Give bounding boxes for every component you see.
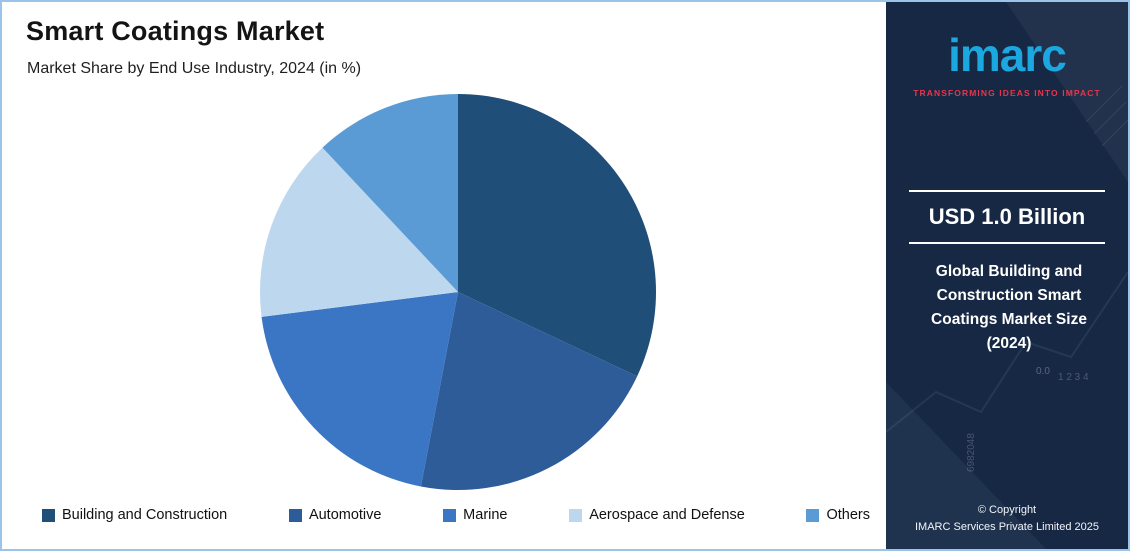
legend-label: Aerospace and Defense xyxy=(589,507,745,523)
market-size-caption: Global Building and Construction Smart C… xyxy=(931,263,1087,353)
legend-swatch xyxy=(288,508,302,522)
page-subtitle: Market Share by End Use Industry, 2024 (… xyxy=(27,60,362,77)
divider-line-bottom xyxy=(909,242,1105,244)
pie-slice-others xyxy=(322,94,458,292)
copyright-line1: © Copyright xyxy=(977,504,1037,516)
copyright-line2: IMARC Services Private Limited 2025 xyxy=(914,520,1099,533)
pie-chart-svg xyxy=(259,94,657,490)
copyright-notice: © Copyright IMARC Services Private Limit… xyxy=(886,502,1128,535)
legend-swatch xyxy=(42,508,55,522)
legend-label: Building and Construction xyxy=(62,507,228,523)
pie-slice-automotive xyxy=(420,292,638,490)
imarc-logo: imarc xyxy=(948,29,1067,81)
brand-sidebar: 0.0 1 2 3 4 6982048 imarc TRANSFORMING I… xyxy=(886,2,1128,549)
legend-swatch xyxy=(569,508,583,522)
legend-swatch xyxy=(806,508,820,522)
legend-item-others: Others xyxy=(806,507,870,523)
imarc-logo-text: imarc xyxy=(948,29,1067,81)
legend-label: Automotive xyxy=(308,507,382,523)
legend-label: Marine xyxy=(463,507,508,523)
legend-swatch xyxy=(443,508,457,522)
pie-slice-aerospace-and-defense xyxy=(259,147,458,317)
legend-label: Others xyxy=(826,507,870,523)
pie-chart xyxy=(258,92,658,492)
pie-slice-building-and-construction xyxy=(458,94,657,377)
legend-item-automotive: Automotive xyxy=(288,507,382,523)
page-title: Smart Coatings Market xyxy=(26,16,325,46)
legend-item-aerospace-and-defense: Aerospace and Defense xyxy=(569,507,745,523)
divider-line-top xyxy=(909,190,1105,192)
pie-slice-marine xyxy=(261,292,458,487)
legend: Building and Construction Automotive Marin… xyxy=(42,507,870,523)
legend-item-building-and-construction: Building and Construction xyxy=(42,507,227,523)
chart-area: Smart Coatings Market Market Share by En… xyxy=(2,2,888,549)
market-size-block: USD 1.0 Billion Global Building and Cons… xyxy=(909,190,1105,356)
brand-tagline: TRANSFORMING IDEAS INTO IMPACT xyxy=(913,88,1101,98)
legend-item-marine: Marine xyxy=(443,507,508,523)
market-size-value: USD 1.0 Billion xyxy=(928,204,1086,229)
